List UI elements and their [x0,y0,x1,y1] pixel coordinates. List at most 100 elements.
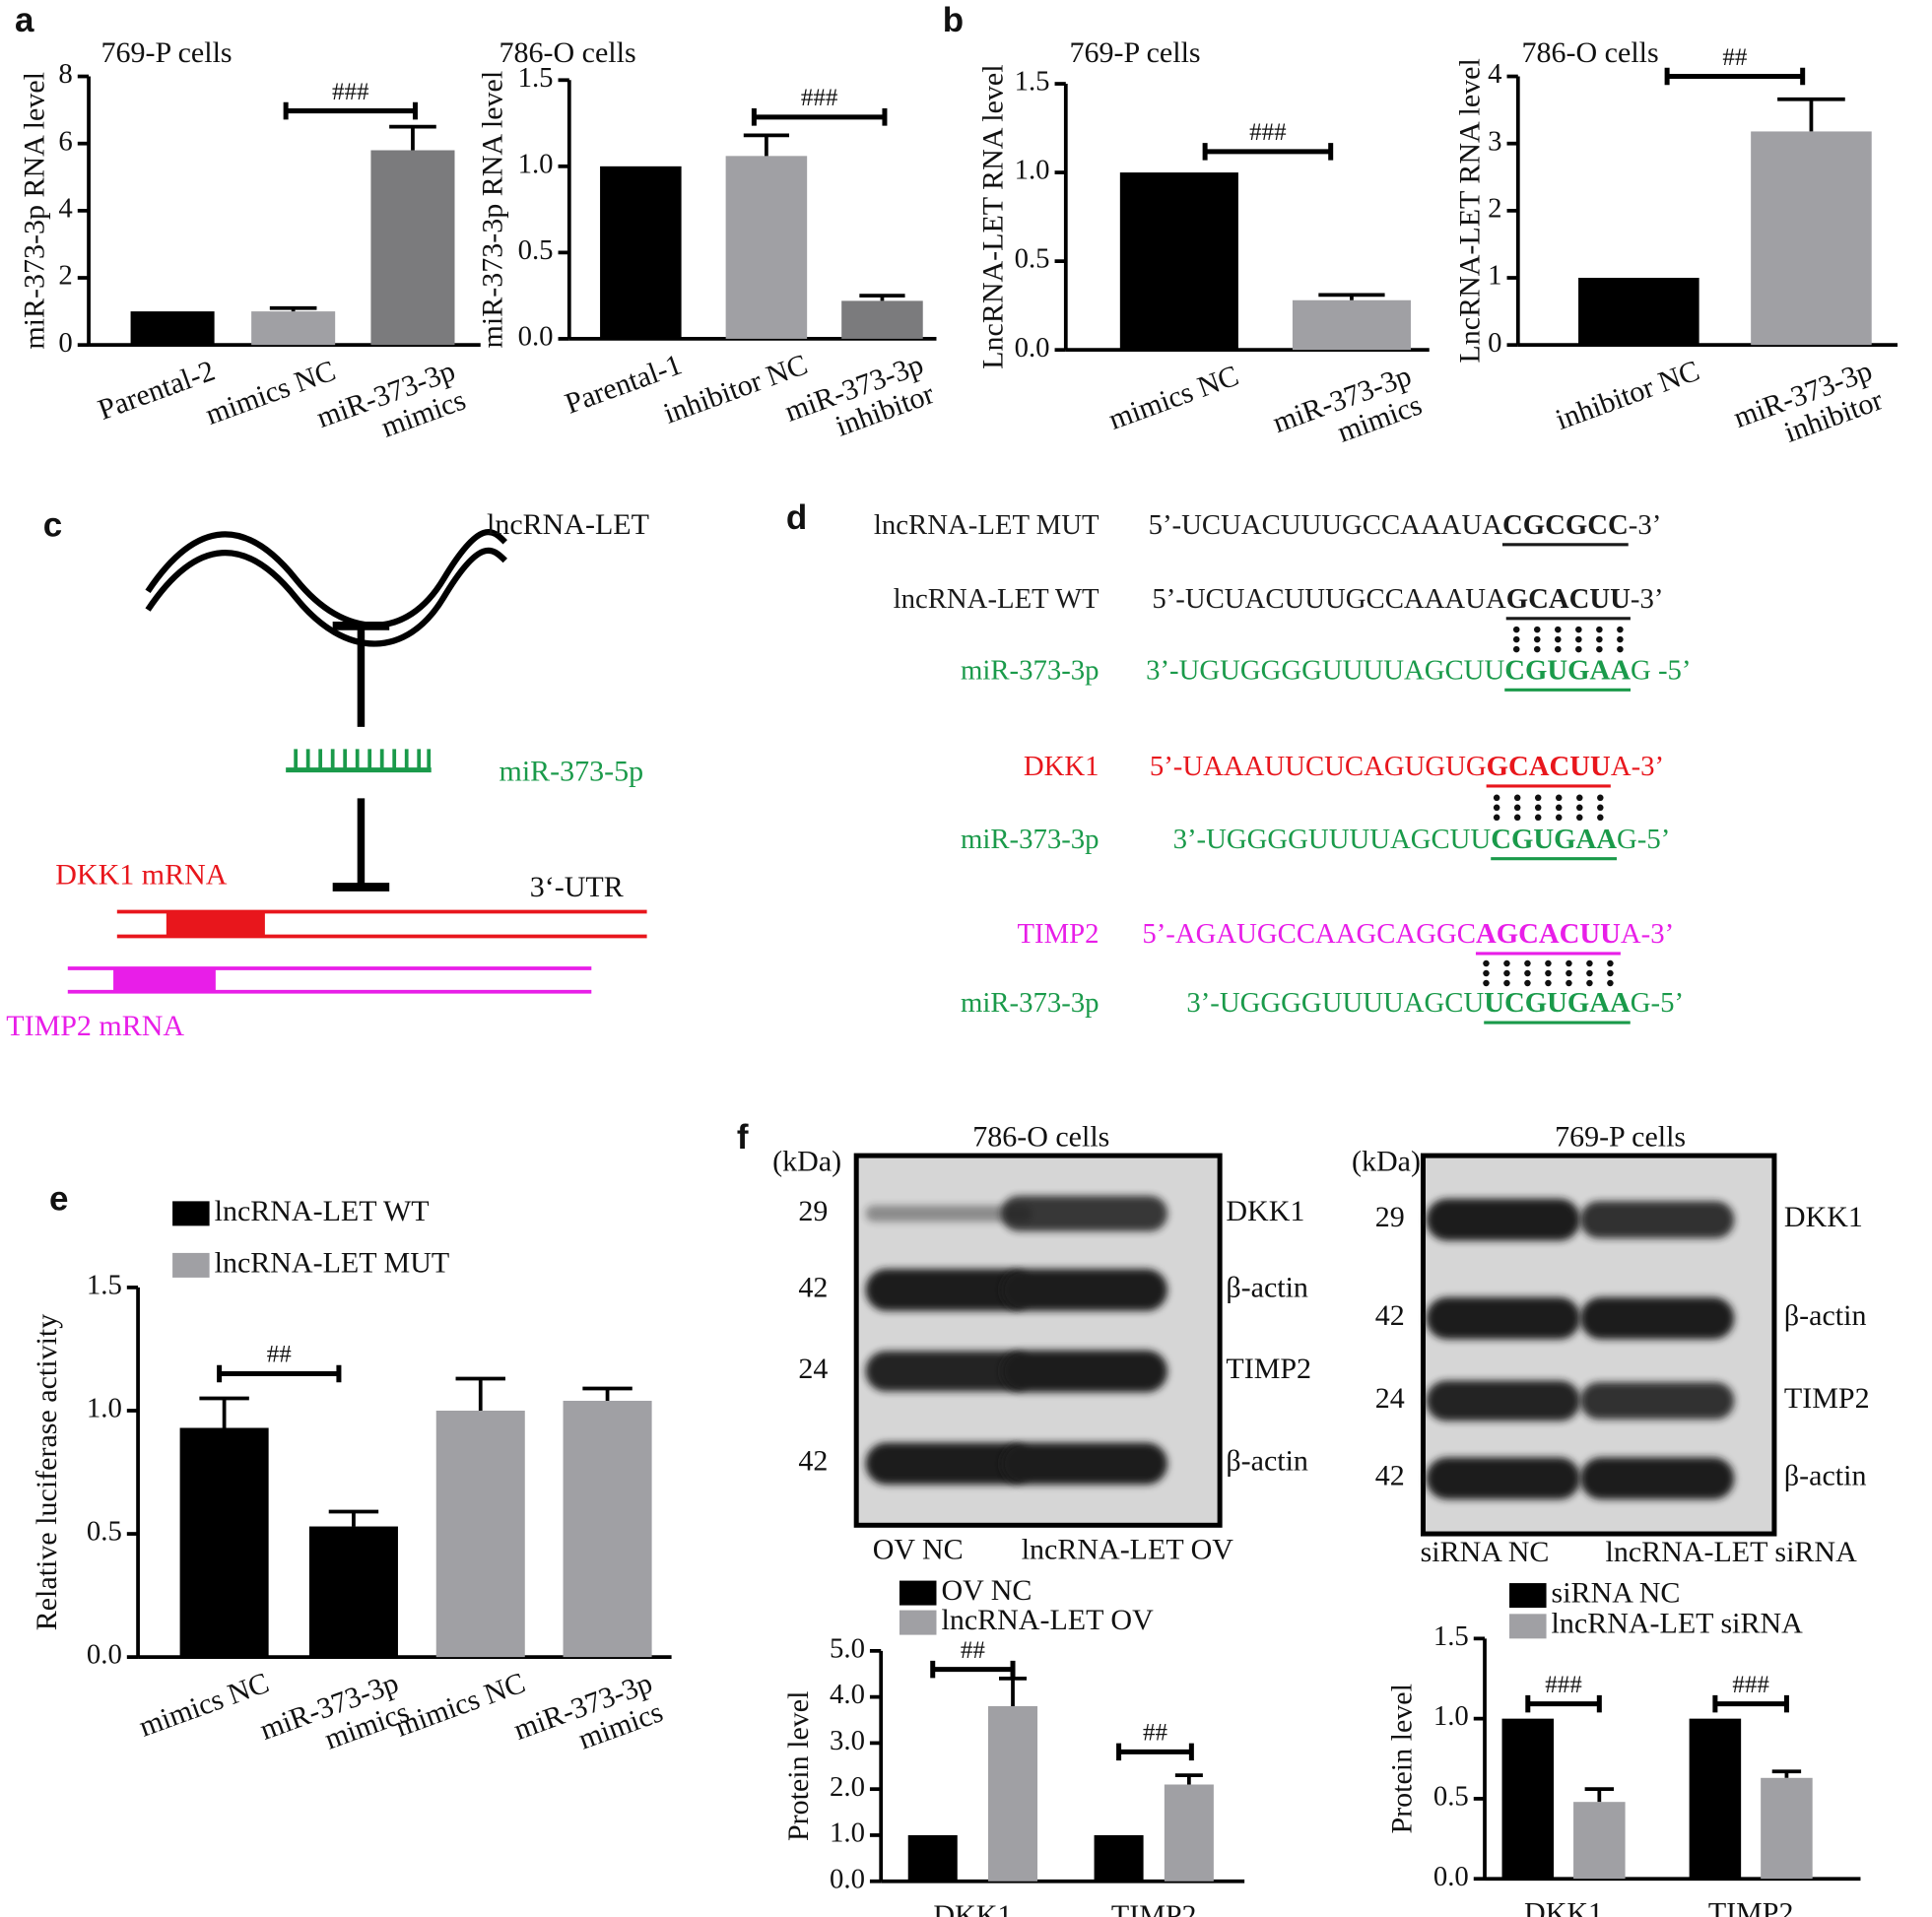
x-tick-label: Parental-2 [94,355,219,427]
y-tick-label: 0 [58,327,72,359]
chart: 0.0 0.5 1.0 1.5 Relative luciferase activity… [31,1195,672,1756]
error-bar [1318,293,1385,300]
sequence-prefix: 3’-UGGGGUUUUAGCU [1186,987,1484,1019]
sequence-suffix: A-3’ [1611,751,1664,782]
y-tick-label: 0.5 [87,1516,122,1548]
y-tick-label: 8 [58,58,72,90]
y-tick-label: 5.0 [830,1632,865,1664]
error-bar [743,133,790,157]
pairing-dot [1576,814,1583,822]
sequence-row: TIMP2 5’-AGAUGCCAAGCAGGC AGCACUU A-3’ [1017,918,1674,956]
panel-letter: c [43,506,62,545]
pairing-dot [1576,804,1583,812]
y-axis-label: miR-373-3p RNA level [477,71,509,349]
sequence-prefix: 3’-UGUGGGGUUUUAGCUU [1146,654,1504,686]
protein-label: β-actin [1226,1445,1308,1478]
significance-label: ### [1545,1672,1582,1698]
bar [1751,131,1872,346]
pairing-dot [1503,959,1510,967]
pairing-dot [1555,794,1563,802]
binding-site [113,968,216,992]
blot-band [1001,1350,1167,1393]
y-axis-label: miR-373-3p RNA level [18,72,50,350]
panel-letter: e [49,1180,68,1219]
x-tick-label: miR-373-3pmimics [1269,360,1427,469]
pairing-dot [1596,645,1603,653]
sequence-suffix: G-5’ [1631,987,1684,1019]
diagram-label: 3‘-UTR [530,871,624,903]
y-tick-label: 2.0 [830,1771,865,1803]
pairing-dot [1534,626,1541,633]
y-tick-label: 3.0 [830,1725,865,1756]
y-tick-label: 3 [1488,125,1501,157]
pairing-dot [1493,814,1500,822]
y-axis-label: LncRNA-LET RNA level [976,64,1009,368]
chart: 0 2 4 6 8 769-P cells miR-373-3p RNA level Pare… [18,36,481,464]
sequence-prefix: 5’-AGAUGCCAAGCAGGC [1142,918,1476,950]
legend-swatch [1509,1614,1547,1639]
protein-label: β-actin [1784,1299,1867,1332]
significance-label: ### [1249,119,1287,146]
y-tick-label: 4.0 [830,1679,865,1710]
bar [1119,172,1238,351]
y-tick-label: 1.5 [1015,66,1050,98]
significance-label: ### [1732,1672,1769,1698]
pairing-dot [1503,979,1510,987]
blot-unit: (kDa) [772,1146,841,1178]
western-blot: 769-P cells (kDa) 29 42 24 42 DKK1 β-actin TIMP2… [1352,1121,1870,1568]
significance-bar [1116,1743,1194,1761]
legend-label: lncRNA-LET siRNA [1552,1608,1804,1640]
pairing-dot [1545,969,1552,977]
pairing-dot [1483,959,1490,967]
pairing-dot [1555,645,1562,653]
chart-title: 786-O cells [500,36,636,69]
sequence-row: DKK1 5’-UAAAUUCUCAGUGUG GCACUU A-3’ [1024,751,1664,788]
panel-letter: d [786,498,807,537]
error-bar [455,1376,505,1411]
sequence-suffix: -3’ [1629,509,1662,541]
pairing-dot [1617,645,1624,653]
sequence-name: lncRNA-LET WT [894,583,1099,615]
y-tick-label: 0.0 [830,1863,865,1894]
significance-bar [1525,1694,1602,1713]
blot-band [1001,1442,1167,1486]
y-tick-label: 0.0 [87,1639,122,1671]
x-tick-label: inhibitor NC [1552,355,1704,436]
sequence-name: miR-373-3p [961,654,1099,686]
y-axis-label: Protein level [1386,1684,1419,1833]
y-axis-label: LncRNA-LET RNA level [1453,58,1486,363]
y-tick-label: 1.0 [518,148,554,179]
sequence-highlight: CGUGAA [1504,654,1631,686]
pairing-dot [1566,979,1572,987]
significance-label: ## [1143,1720,1168,1747]
pairing-dot [1524,979,1531,987]
chart: 0.0 0.5 1.0 1.5 Protein level siRNA NClncRNA-… [1386,1576,1861,1917]
size-marker: 24 [1375,1382,1405,1415]
x-tick-label: miR-373-3pmimics [312,355,470,464]
pairing-dot [1513,814,1521,822]
blot-title: 769-P cells [1555,1121,1686,1154]
bar [251,311,336,346]
pairing-dot [1607,959,1614,967]
x-tick-label: DKK1 [1524,1897,1603,1917]
y-tick-label: 2 [1488,192,1501,224]
pairing-dot [1575,626,1582,633]
blot-unit: (kDa) [1352,1146,1421,1178]
x-tick-label: mimics NC [1104,360,1243,436]
blot-band [865,1442,1033,1486]
size-marker: 42 [798,1445,828,1478]
protein-label: DKK1 [1784,1201,1863,1233]
error-bar [859,294,905,301]
pairing-dot [1512,635,1520,643]
blot-band [1426,1457,1580,1500]
lane-label: OV NC [873,1534,964,1566]
y-tick-label: 0.5 [1015,243,1050,275]
error-bar [582,1386,633,1401]
y-tick-label: 0.0 [1433,1861,1469,1892]
significance-bar [1202,143,1334,161]
legend-label: OV NC [941,1574,1032,1607]
chart-title: 769-P cells [1070,36,1201,69]
y-tick-label: 1.0 [1015,155,1050,186]
y-tick-label: 4 [58,192,72,224]
blot-band [1426,1198,1580,1241]
